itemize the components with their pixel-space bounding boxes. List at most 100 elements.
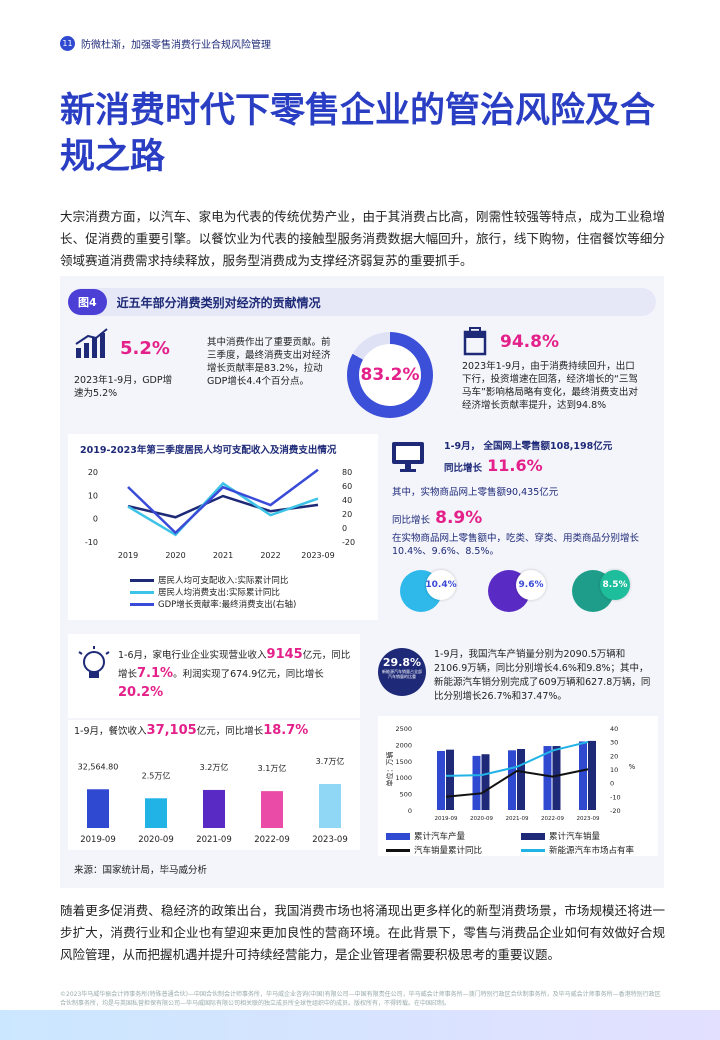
lightbulb-icon	[78, 646, 110, 678]
income-chart-card: 2019-2023年第三季度居民人均可支配收入及消费支出情况 20 10 0 -10 8…	[68, 434, 378, 620]
series-line	[445, 768, 589, 798]
legend-label: 汽车销量累计同比	[414, 846, 483, 856]
x-tick-label: 2022-09	[254, 835, 290, 845]
x-tick-label: 2023-09	[301, 551, 334, 560]
copyright-note: ©2023毕马威华振会计师事务所(特殊普通合伙)—中国合伙制会计师事务所，毕马威…	[60, 991, 661, 1007]
y2-tick-label: 40	[342, 496, 352, 505]
y-tick-label: 1500	[395, 758, 412, 766]
bar	[517, 748, 525, 810]
ev-share-badge: 29.8% 新能源汽车销量占全部汽车销量的比重	[378, 648, 426, 696]
monitor-icon	[392, 442, 424, 472]
catering-value: 37,105	[146, 723, 197, 738]
figure-tag: 图4	[68, 289, 107, 315]
legend-item: GDP增长贡献率:最终消费支出(右轴)	[130, 598, 296, 610]
data-label: 3.7万亿	[316, 756, 345, 766]
ev-share-label: 新能源汽车销量占全部汽车销量的比重	[382, 669, 422, 679]
contribution-value: 94.8%	[500, 332, 559, 352]
auto-combo-chart: 2500 2000 1500 1000 500 0 40 30 20 10 0 -10 -20 单位：万辆…	[385, 725, 636, 822]
bar	[261, 791, 283, 828]
catering-text: 1-9月，餐饮收入37,105亿元，同比增长18.7%	[74, 724, 308, 738]
legend-item: 累计汽车产量	[386, 830, 521, 842]
y2-tick-label: 0	[342, 524, 347, 533]
y-tick-label: 1000	[395, 774, 412, 782]
intro-paragraph: 大宗消费方面，以汽车、家电为代表的传统优势产业，由于其消费占比高，刚需性较强等特…	[60, 209, 665, 268]
figure-title: 近五年部分消费类别对经济的贡献情况	[116, 295, 321, 310]
x-tick-label: 2023-09	[312, 835, 348, 845]
legend-swatch	[521, 832, 545, 840]
x-tick-label: 2019-09	[80, 835, 116, 845]
bar	[508, 750, 516, 810]
online-growth-label: 同比增长	[444, 463, 483, 474]
y2-tick-label: 80	[342, 468, 352, 477]
y2-tick-label: 20	[610, 752, 618, 760]
y-tick-label: 500	[400, 791, 412, 799]
appliance-text: 1-6月，家电行业企业实现营业收入9145亿元，同比增长7.1%。利润实现了67…	[118, 646, 354, 703]
clothing-badge: 9.6%	[516, 570, 546, 600]
online-line1: 1-9月， 全国网上零售额108,198亿元	[444, 441, 613, 452]
y2-axis-label: %	[629, 763, 636, 771]
x-tick-label: 2020-09	[138, 835, 174, 845]
series-line	[445, 740, 589, 777]
bar	[437, 750, 445, 810]
data-label: 2.5万亿	[142, 770, 171, 780]
appliance-profit-growth: 20.2%	[118, 685, 164, 700]
y2-tick-label: -20	[610, 807, 621, 815]
legend-item: 居民人均可支配收入:实际累计同比	[130, 574, 296, 586]
closing-paragraph: 随着更多促消费、稳经济的政策出台，我国消费市场也将涌现出更多样化的新型消费场景，…	[60, 903, 665, 962]
x-tick-label: 2023-09	[577, 816, 600, 822]
growth-chart-icon	[75, 328, 108, 358]
online-growth2-value: 8.9%	[435, 508, 483, 528]
legend-swatch	[521, 848, 545, 852]
x-tick-label: 2020-09	[470, 816, 493, 822]
catering-card: 1-9月，餐饮收入37,105亿元，同比增长18.7% 32,564.80 201…	[68, 720, 360, 850]
legend-swatch	[130, 602, 154, 606]
x-tick-label: 2021-09	[196, 835, 232, 845]
x-tick-label: 2019	[118, 551, 138, 560]
online-growth: 同比增长 11.6%	[444, 456, 543, 475]
consumption-text: 其中消费作出了重要贡献。前三季度，最终消费支出对经济增长贡献率是83.2%，拉动…	[207, 337, 331, 387]
shopping-bag-icon	[463, 327, 487, 356]
food-badge: 10.4%	[425, 570, 457, 600]
contribution-block: 94.8% 2023年1-9月，由于消费持续回升，出口下行，投资增速在回落，经济…	[462, 324, 652, 411]
appliance-badge: 8.5%	[600, 570, 630, 600]
y-tick-label: 0	[93, 515, 98, 524]
y2-tick-label: 40	[610, 725, 618, 733]
legend-label: 新能源汽车市场占有率	[549, 846, 635, 856]
x-tick-label: 2022-09	[541, 816, 564, 822]
consumption-donut: 83.2%	[347, 332, 433, 418]
online-growth2: 同比增长 8.9%	[392, 508, 482, 528]
y2-tick-label: 20	[342, 510, 352, 519]
figure-header: 图4 近五年部分消费类别对经济的贡献情况	[68, 288, 656, 316]
y2-tick-label: 30	[610, 739, 618, 747]
online-growth2-label: 同比增长	[392, 515, 431, 526]
data-label: 32,564.80	[78, 762, 119, 771]
running-header: 11 防微杜渐，加强零售消费行业合规风险管理	[60, 36, 271, 51]
legend-swatch	[386, 832, 410, 840]
bar	[446, 749, 454, 810]
online-line2: 其中，实物商品网上零售额90,435亿元	[392, 487, 559, 498]
auto-text: 1-9月，我国汽车产销量分别为2090.5万辆和2106.9万辆，同比分别增长4…	[434, 649, 651, 702]
appliance-profit-text: 。利润实现了674.9亿元，同比增长	[173, 669, 324, 680]
legend-label: 累计汽车产量	[414, 832, 466, 842]
y-tick-label: 2500	[395, 725, 412, 733]
x-tick-label: 2022	[260, 551, 280, 560]
bar	[579, 741, 587, 810]
legend-label: 累计汽车销量	[549, 832, 601, 842]
gdp-block: 5.2% 2023年1-9月，GDP增速为5.2%	[74, 328, 172, 399]
y2-tick-label: -20	[342, 538, 355, 547]
bar	[588, 740, 596, 810]
x-tick-label: 2019-09	[435, 816, 458, 822]
legend-item: 累计汽车销量	[521, 830, 656, 842]
series-line	[127, 481, 319, 537]
donut-label: 83.2%	[359, 344, 421, 406]
y2-tick-label: 0	[610, 780, 614, 788]
income-chart-title: 2019-2023年第三季度居民人均可支配收入及消费支出情况	[80, 445, 337, 456]
legend-label: GDP增长贡献率:最终消费支出(右轴)	[158, 600, 297, 610]
appliance-card: 1-6月，家电行业企业实现营业收入9145亿元，同比增长7.1%。利润实现了67…	[68, 634, 360, 718]
gdp-text: 2023年1-9月，GDP增速为5.2%	[74, 375, 173, 399]
data-label: 3.1万亿	[258, 763, 287, 773]
series-line	[127, 468, 319, 535]
bar	[87, 789, 109, 828]
bar	[552, 746, 561, 810]
bar	[472, 755, 481, 810]
